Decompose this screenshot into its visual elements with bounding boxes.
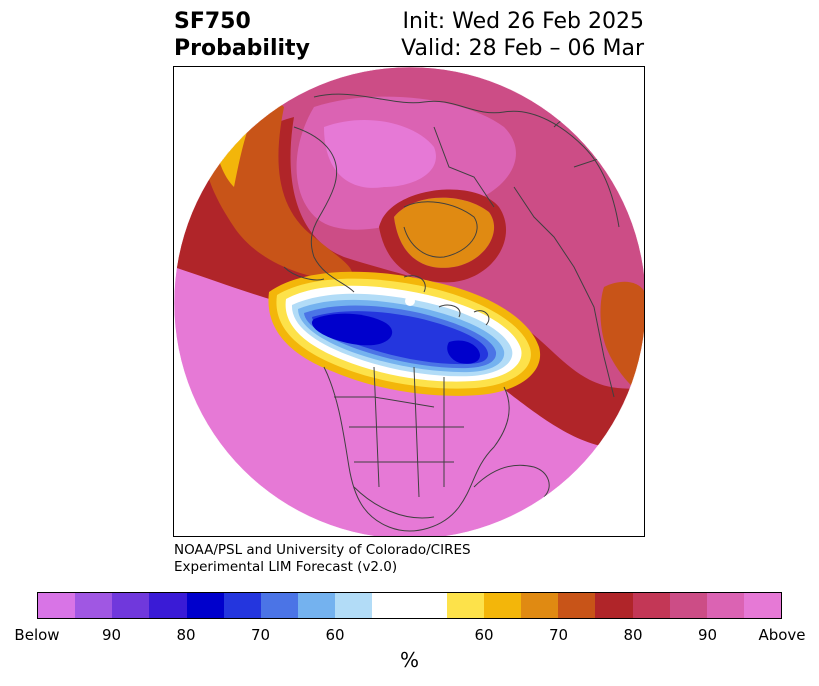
colorbar-tick-label: 60 [325,626,345,644]
colorbar-segment [483,593,522,618]
credit-line-1: NOAA/PSL and University of Colorado/CIRE… [174,542,471,558]
valid-range: Valid: 28 Feb – 06 Mar [401,36,644,61]
colorbar-tick-label: 80 [176,626,196,644]
field-europe-core [324,119,436,188]
colorbar-segment [38,593,76,618]
colorbar-segment [112,593,150,618]
init-date: Init: Wed 26 Feb 2025 [402,9,644,34]
colorbar-tick-label: 90 [697,626,718,644]
credit-text: NOAA/PSL and University of Colorado/CIRE… [174,542,471,576]
colorbar-segment [75,593,113,618]
colorbar-segment [706,593,744,618]
pole-marker [405,296,415,306]
colorbar-unit: % [399,648,419,672]
variable-name: SF750 [174,9,251,34]
colorbar-segment [446,593,484,618]
colorbar-segment [595,593,633,618]
product-name: Probability [174,36,310,61]
colorbar-segment [743,593,782,618]
colorbar-segment [372,593,410,618]
colorbar-tick-label: Above [758,626,806,644]
probability-map [174,67,644,536]
colorbar-tick-label: 90 [101,626,122,644]
colorbar-tick-label: 70 [250,626,271,644]
colorbar-tick-label: 80 [623,626,643,644]
colorbar-segment [669,593,707,618]
colorbar-segment [223,593,261,618]
colorbar-segment [521,593,559,618]
chart-title-left: SF750 Probability [174,8,310,62]
field-below-west-core [311,313,393,346]
chart-title-right: Init: Wed 26 Feb 2025 Valid: 28 Feb – 06… [401,8,644,62]
map-panel [173,66,645,537]
colorbar-segment [558,593,596,618]
colorbar-tick-label: Below [14,626,60,644]
colorbar [37,592,782,619]
colorbar-segment [149,593,187,618]
colorbar-segment [298,593,336,618]
field-east-orange [600,281,644,397]
colorbar-tick-label: 70 [548,626,569,644]
colorbar-segment [186,593,224,618]
colorbar-ticks: Below 90 80 70 60 60 70 80 90 Above [0,626,819,646]
field-arctic-ring [379,189,507,283]
colorbar-tick-label: 60 [474,626,494,644]
colorbar-segment [335,593,373,618]
colorbar-segment [260,593,299,618]
colorbar-segment [409,593,447,618]
credit-line-2: Experimental LIM Forecast (v2.0) [174,559,398,575]
field-below-east-core [447,340,480,364]
colorbar-segment [632,593,670,618]
